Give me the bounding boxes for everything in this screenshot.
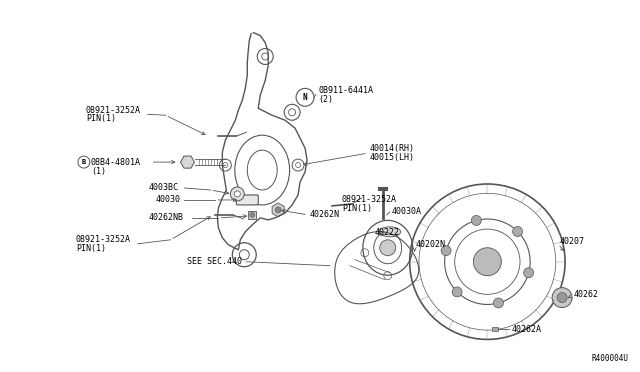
Circle shape (230, 187, 244, 201)
Text: 40015(LH): 40015(LH) (370, 153, 415, 161)
Text: N: N (303, 93, 307, 102)
Text: PIN(1): PIN(1) (76, 244, 106, 253)
Text: PIN(1): PIN(1) (342, 205, 372, 214)
Circle shape (474, 248, 501, 276)
Circle shape (471, 215, 481, 225)
Text: 40262NB: 40262NB (148, 214, 184, 222)
Text: 40262A: 40262A (511, 325, 541, 334)
FancyBboxPatch shape (236, 195, 258, 205)
Circle shape (552, 288, 572, 308)
Text: 08B4-4801A: 08B4-4801A (91, 158, 141, 167)
Text: 40030: 40030 (156, 195, 180, 205)
Text: 40207: 40207 (559, 237, 584, 246)
Text: SEE SEC.440: SEE SEC.440 (186, 257, 241, 266)
Text: 08921-3252A: 08921-3252A (86, 106, 141, 115)
Circle shape (380, 240, 396, 256)
Circle shape (493, 298, 504, 308)
Text: 40222: 40222 (375, 228, 400, 237)
Circle shape (234, 191, 240, 197)
Text: 40262: 40262 (574, 290, 599, 299)
Text: R400004U: R400004U (592, 355, 629, 363)
Text: 4003BC: 4003BC (148, 183, 179, 192)
Text: PIN(1): PIN(1) (86, 114, 116, 123)
Circle shape (441, 246, 451, 256)
Bar (492, 327, 499, 331)
Text: 0B911-6441A: 0B911-6441A (318, 86, 373, 95)
Text: 40030A: 40030A (392, 208, 422, 217)
Text: 40014(RH): 40014(RH) (370, 144, 415, 153)
Text: (2): (2) (318, 95, 333, 104)
Circle shape (513, 227, 523, 237)
Circle shape (557, 293, 567, 302)
Bar (248, 211, 256, 219)
Circle shape (275, 207, 281, 213)
Circle shape (250, 212, 255, 217)
Ellipse shape (379, 227, 401, 237)
Circle shape (524, 268, 534, 278)
Text: 08921-3252A: 08921-3252A (76, 235, 131, 244)
Text: (1): (1) (91, 167, 106, 176)
Text: B: B (82, 159, 86, 165)
Text: 40262N: 40262N (310, 211, 340, 219)
Circle shape (452, 287, 462, 297)
Text: 40202N: 40202N (415, 240, 445, 249)
Text: 08921-3252A: 08921-3252A (342, 195, 397, 205)
